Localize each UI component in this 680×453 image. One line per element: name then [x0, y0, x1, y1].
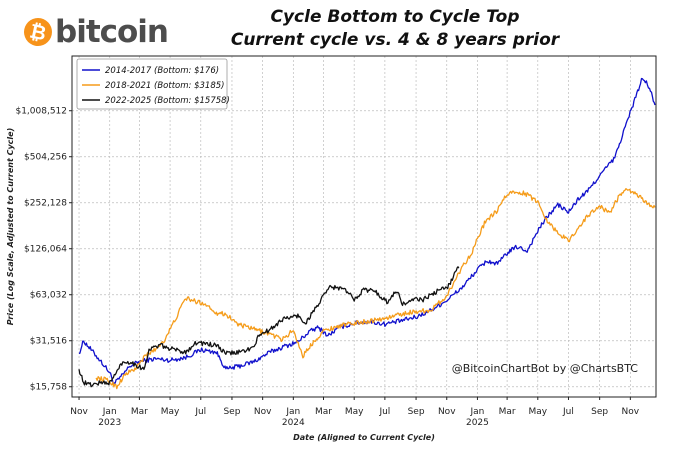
- x-tick-label: Sep: [591, 407, 608, 417]
- plot-frame: [71, 55, 657, 398]
- y-axis-label: Price (Log Scale, Adjusted to Current Cy…: [6, 128, 15, 326]
- x-tick-label: Nov: [622, 407, 640, 417]
- y-tick-label: $504,256: [24, 153, 67, 163]
- credit-annotation: @BitcoinChartBot by @ChartsBTC: [452, 362, 639, 375]
- bitcoin-logo: ₿ bitcoin: [21, 14, 169, 50]
- x-tick-label: Nov: [438, 407, 456, 417]
- y-tick-label: $15,758: [30, 383, 67, 393]
- x-tick-label: Jan: [102, 407, 117, 417]
- x-tick-label: Nov: [70, 407, 88, 417]
- y-tick-label: $1,008,512: [15, 107, 67, 117]
- legend: 2014-2017 (Bottom: $176) 2018-2021 (Botto…: [76, 58, 230, 110]
- x-tick-year: 2025: [466, 418, 489, 428]
- y-tick-label: $252,128: [24, 199, 67, 209]
- y-tick-label: $63,032: [30, 291, 67, 301]
- legend-label: 2022-2025 (Bottom: $15758): [105, 96, 230, 106]
- legend-label: 2014-2017 (Bottom: $176): [105, 66, 219, 76]
- x-tick-label: Sep: [223, 407, 240, 417]
- series-line-2: [95, 188, 656, 390]
- x-tick-label: May: [345, 407, 364, 417]
- x-tick-label: Nov: [254, 407, 272, 417]
- legend-label: 2018-2021 (Bottom: $3185): [105, 81, 224, 91]
- x-tick-label: May: [528, 407, 547, 417]
- grid: [72, 56, 656, 397]
- y-tick-label: $31,516: [30, 337, 67, 347]
- x-tick-label: Mar: [131, 407, 148, 417]
- series-lines: [78, 77, 656, 390]
- x-tick-label: Jul: [562, 407, 574, 417]
- x-tick-label: Sep: [408, 407, 425, 417]
- x-tick-year: 2024: [282, 418, 305, 428]
- x-tick-label: Jan: [285, 407, 300, 417]
- y-axis-ticks: $15,758 $31,516 $63,032 $126,064 $252,128 $50…: [15, 107, 72, 393]
- chart-title: Cycle Bottom to Cycle Top: [270, 7, 520, 27]
- x-axis-label: Date (Aligned to Current Cycle): [293, 433, 435, 442]
- x-tick-label: Jul: [194, 407, 206, 417]
- bitcoin-wordmark: bitcoin: [55, 14, 169, 50]
- series-line-3: [78, 266, 460, 388]
- x-tick-label: Mar: [315, 407, 332, 417]
- x-tick-label: Mar: [499, 407, 516, 417]
- y-tick-label: $126,064: [24, 245, 67, 255]
- x-tick-label: Jul: [378, 407, 390, 417]
- x-tick-label: May: [161, 407, 180, 417]
- chart-subtitle: Current cycle vs. 4 & 8 years prior: [230, 30, 560, 50]
- x-tick-year: 2023: [98, 418, 121, 428]
- x-tick-label: Jan: [469, 407, 484, 417]
- legend-box: [76, 58, 228, 110]
